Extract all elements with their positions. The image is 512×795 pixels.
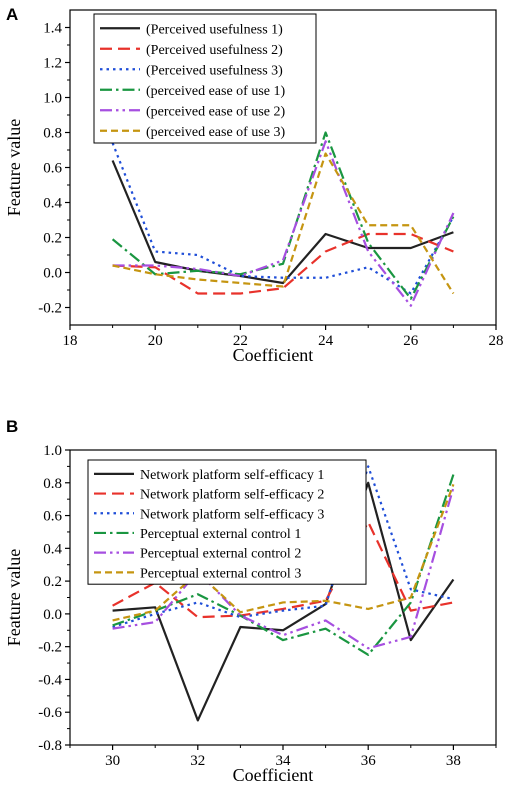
y-tick-label: 0.0 [43,607,62,623]
y-tick-label: 1.0 [43,91,62,107]
y-tick-label: -0.8 [38,738,62,754]
series-line-3 [112,465,454,629]
legend-label: Perceptual external control 1 [140,527,301,542]
legend-label: Network platform self-efficacy 2 [140,488,324,503]
series-line-6 [112,484,455,622]
y-tick-label: 0.2 [43,574,62,590]
x-tick-label: 30 [105,753,120,769]
x-tick-label: 32 [190,753,205,769]
x-tick-label: 34 [276,753,292,769]
x-axis-title: Coefficient [233,345,314,365]
y-tick-label: 0.4 [43,196,62,212]
legend-box [87,459,367,585]
legend-label: Perceptual external control 2 [140,547,301,562]
y-tick-label: 0.6 [43,509,62,525]
y-tick-label: 0.6 [43,161,62,177]
legend-label: Network platform self-efficacy 3 [140,507,324,522]
x-tick-label: 22 [233,333,248,349]
legend-label: (perceived ease of use 2) [146,104,285,119]
x-tick-label: 24 [318,333,334,349]
y-axis-title: Feature value [4,549,24,646]
panel-label: B [6,417,18,436]
x-tick-label: 20 [148,333,163,349]
y-tick-label: -0.2 [38,640,62,656]
y-tick-label: 0.0 [43,266,62,282]
y-tick-label: -0.6 [38,705,62,721]
legend-box [93,13,317,144]
legend-label: (Perceived usefulness 3) [146,63,283,78]
x-tick-label: 38 [446,753,461,769]
y-tick-label: -0.4 [38,672,62,688]
x-tick-label: 18 [63,333,78,349]
y-axis-title: Feature value [4,119,24,216]
legend-label: Network platform self-efficacy 1 [140,468,324,483]
y-tick-label: 1.0 [43,443,62,459]
legend: Network platform self-efficacy 1 Network … [87,459,367,585]
y-tick-label: 0.2 [43,231,62,247]
series-line-4 [112,474,455,656]
legend-label: (perceived ease of use 3) [146,125,285,140]
y-tick-label: 1.2 [43,56,62,72]
series-line-5 [112,140,455,307]
chart-panel-A: A 18 20 22 24 26 28 -0.2 0.0 0.2 0.4 0.6 0.8 1.0 1.2 1.… [4,5,504,365]
legend: (Perceived usefulness 1) (Perceived usefu… [93,13,317,144]
y-tick-label: 0.8 [43,126,62,142]
x-tick-label: 26 [403,333,419,349]
series-line-1 [112,481,455,722]
legend-label: (Perceived usefulness 2) [146,43,283,58]
legend-label: (Perceived usefulness 1) [146,22,283,37]
y-tick-label: 0.4 [43,541,62,557]
series-line-5 [112,487,455,650]
chart-panel-B: B 30 32 34 36 38 -0.8 -0.6 -0.4 -0.2 0.0 0.2 0.4 0.6 0… [4,417,497,785]
x-tick-label: 36 [361,753,377,769]
series-line-2 [112,521,454,619]
series-line-1 [111,160,454,285]
legend-label: Perceptual external control 3 [140,566,301,581]
series-line-4 [111,131,455,300]
series-line-6 [112,152,455,295]
y-tick-label: -0.2 [38,301,62,317]
series-line-3 [111,142,455,295]
y-tick-label: 0.8 [43,476,62,492]
x-axis-title: Coefficient [233,765,314,785]
y-tick-label: 1.4 [43,21,62,37]
x-tick-label: 28 [489,333,504,349]
legend-label: (perceived ease of use 1) [146,84,285,99]
panel-label: A [6,5,18,24]
